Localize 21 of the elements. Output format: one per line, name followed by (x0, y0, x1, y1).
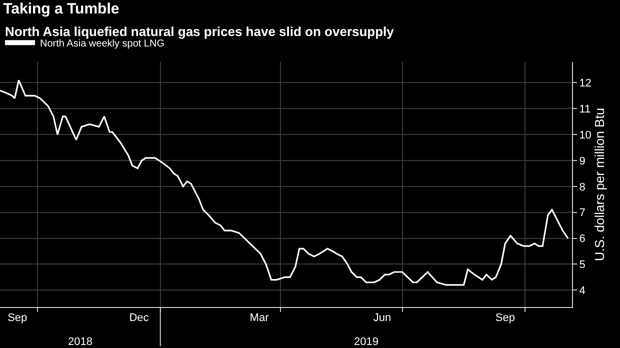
x-tick-label: Sep (495, 312, 515, 324)
y-tick-label: 11 (579, 104, 591, 116)
y-tick-label: 8 (579, 181, 586, 194)
y-tick-label: 9 (579, 155, 586, 168)
line-series (0, 79, 569, 286)
chart-subtitle: North Asia liquefied natural gas prices have slid on oversupply (5, 24, 395, 39)
chart-title: Taking a Tumble (3, 0, 120, 18)
y-tick-label: 7 (579, 207, 586, 220)
text: 2018 (68, 336, 92, 348)
y-tick-label: 10 (579, 129, 592, 142)
legend-label: North Asia weekly spot LNG (40, 38, 165, 50)
x-tick-label: Sep (8, 312, 28, 324)
y-tick-label: 12 (579, 78, 592, 90)
x-tick-label: Jun (373, 312, 392, 324)
x-tick-label: Mar (250, 312, 270, 324)
x-tick-label: Dec (129, 312, 150, 324)
y-tick-label: 4 (579, 285, 586, 297)
y-axis-title: U.S. dollars per million Btu (592, 108, 608, 262)
y-tick-label: 6 (579, 233, 586, 246)
text: 2019 (354, 336, 378, 348)
y-tick-label: 5 (579, 259, 586, 272)
